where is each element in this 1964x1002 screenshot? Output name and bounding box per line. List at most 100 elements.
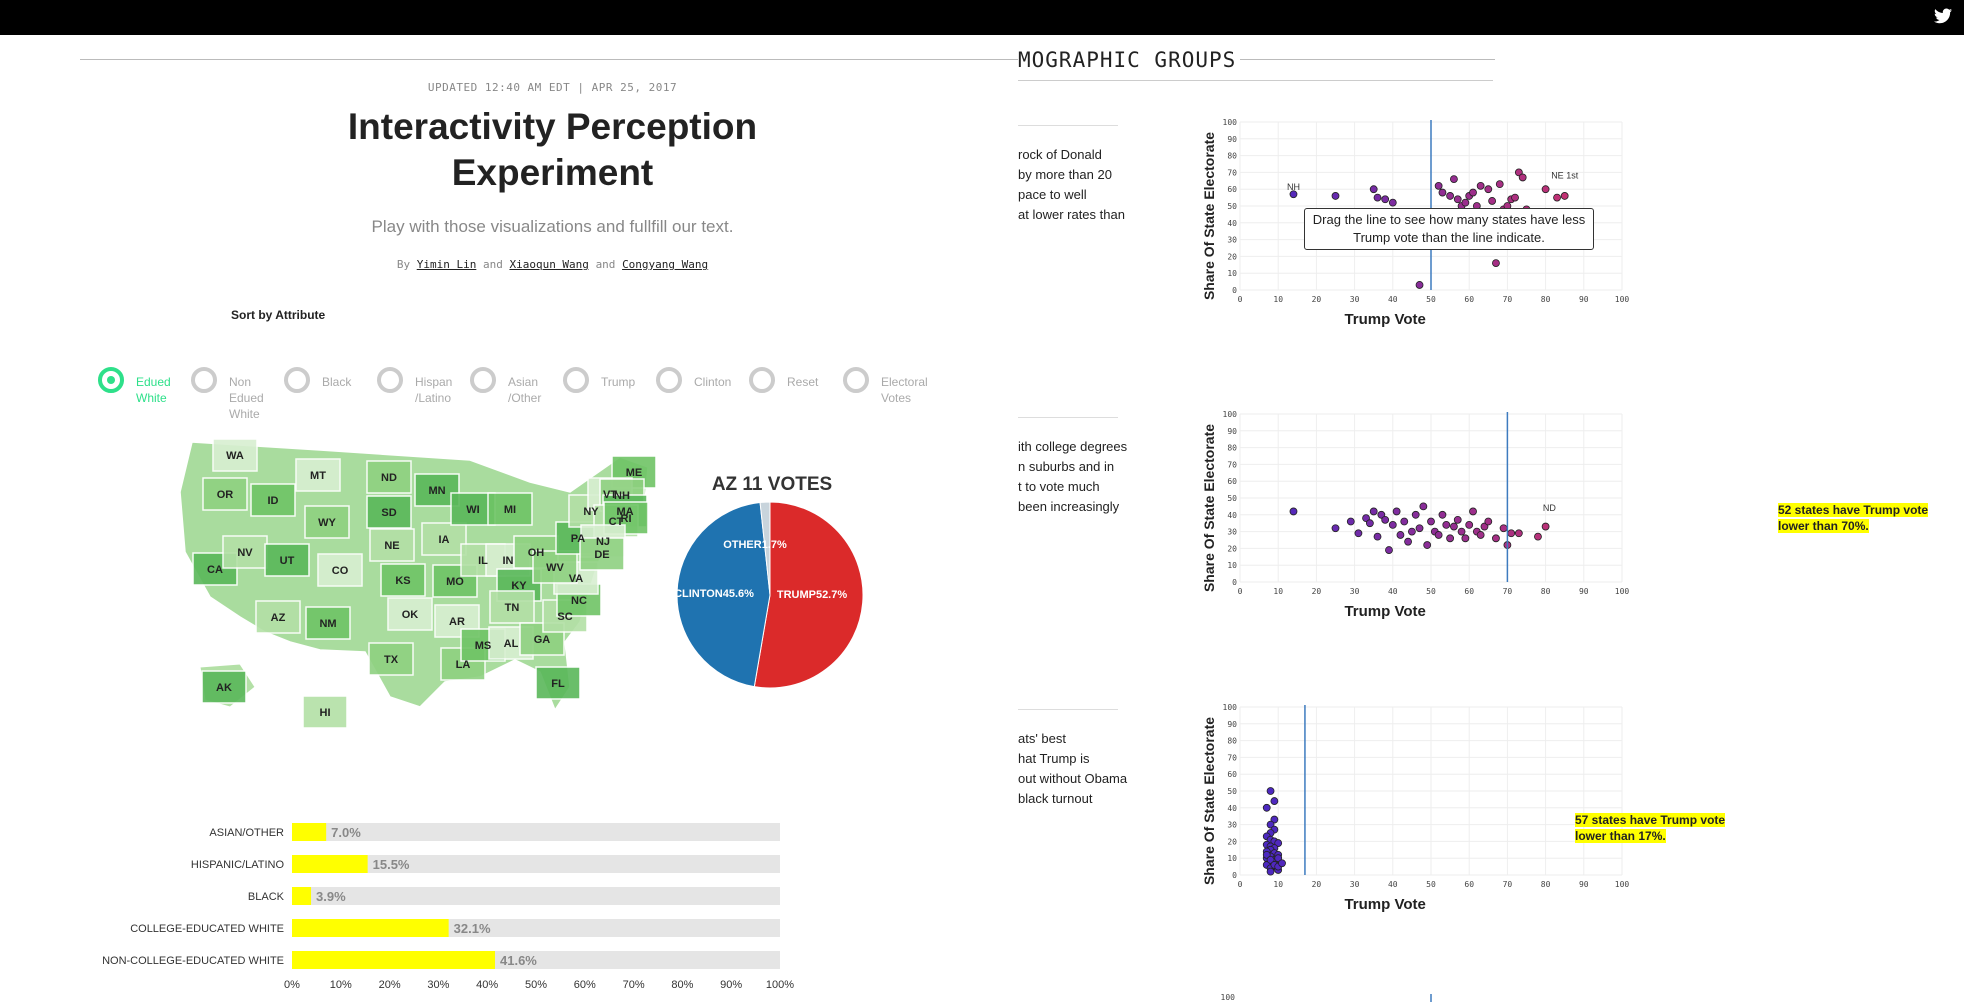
scatter-point[interactable] (1331, 192, 1340, 200)
scatter-point[interactable] (1514, 529, 1523, 538)
scatter-point[interactable] (1461, 198, 1470, 207)
scatter-point[interactable] (1488, 197, 1497, 205)
radio-circle[interactable] (656, 367, 682, 393)
scatter-point[interactable] (1453, 195, 1462, 204)
map-state-ok[interactable] (387, 597, 433, 631)
scatter-point[interactable] (1411, 510, 1420, 519)
map-state-ut[interactable] (264, 543, 310, 577)
bar[interactable] (292, 919, 449, 937)
scatter-point[interactable] (1499, 524, 1508, 533)
map-state-de[interactable] (579, 537, 625, 571)
map-state-ks[interactable] (380, 563, 426, 597)
scatter-point[interactable] (1262, 803, 1271, 812)
scatter-point[interactable] (1388, 198, 1397, 207)
scatter-point[interactable] (1469, 188, 1477, 197)
radio-circle[interactable] (563, 367, 589, 393)
scatter-point[interactable] (1400, 517, 1409, 526)
scatter-point[interactable] (1553, 193, 1561, 202)
scatter-point[interactable] (1484, 185, 1493, 194)
scatter-point[interactable] (1354, 529, 1363, 538)
scatter-point[interactable] (1381, 195, 1390, 204)
map-state-co[interactable] (317, 553, 363, 587)
map-state-ia[interactable] (421, 522, 467, 556)
map-state-ak[interactable] (201, 670, 247, 704)
scatter-point[interactable] (1278, 859, 1286, 868)
scatter-point[interactable] (1289, 190, 1298, 199)
author-link[interactable]: Congyang Wang (622, 258, 709, 271)
map-state-mt[interactable] (295, 458, 341, 492)
map-state-nm[interactable] (305, 606, 351, 640)
map-state-id[interactable] (250, 483, 296, 517)
scatter-point[interactable] (1369, 507, 1378, 516)
scatter-point[interactable] (1346, 517, 1355, 526)
scatter-point[interactable] (1461, 534, 1470, 543)
radio-circle[interactable] (377, 367, 403, 393)
pie-slice-clinton[interactable] (676, 501, 771, 688)
scatter-point[interactable] (1438, 510, 1447, 519)
scatter-point[interactable] (1450, 522, 1458, 531)
author-link[interactable]: Yimin Lin (416, 258, 477, 271)
pie-slice-other[interactable] (759, 501, 771, 596)
bar[interactable] (292, 855, 368, 873)
scatter-point[interactable] (1427, 517, 1435, 526)
author-link[interactable]: Xiaoqun Wang (509, 258, 589, 271)
scatter-point[interactable] (1331, 524, 1340, 533)
map-state-wv[interactable] (532, 550, 578, 584)
scatter-point[interactable] (1266, 867, 1275, 876)
scatter-point[interactable] (1415, 281, 1424, 289)
radio-circle[interactable] (470, 367, 496, 393)
pie-slice-trump[interactable] (753, 501, 864, 689)
scatter-point[interactable] (1495, 180, 1504, 189)
scatter-point[interactable] (1450, 175, 1458, 184)
scatter-point[interactable] (1492, 259, 1500, 268)
scatter-point[interactable] (1518, 173, 1527, 182)
scatter-point[interactable] (1465, 520, 1474, 529)
map-state-sd[interactable] (366, 495, 412, 529)
scatter-point[interactable] (1423, 541, 1432, 549)
scatter-point[interactable] (1469, 507, 1477, 516)
scatter-point[interactable] (1388, 520, 1397, 529)
scatter-point[interactable] (1534, 532, 1542, 541)
scatter-point[interactable] (1369, 185, 1378, 194)
map-state-ne[interactable] (369, 528, 415, 562)
scatter-point[interactable] (1270, 797, 1279, 805)
map-state-fl[interactable] (535, 666, 581, 700)
scatter-point[interactable] (1407, 527, 1416, 536)
scatter-point[interactable] (1446, 192, 1455, 200)
scatter-point[interactable] (1541, 522, 1550, 531)
scatter-point[interactable] (1507, 529, 1516, 538)
radio-circle[interactable] (749, 367, 775, 393)
map-state-tx[interactable] (368, 642, 414, 676)
bar[interactable] (292, 887, 312, 905)
map-state-tn[interactable] (489, 590, 535, 624)
scatter-point[interactable] (1396, 531, 1405, 539)
radio-circle[interactable] (98, 367, 124, 393)
scatter-point[interactable] (1404, 537, 1412, 546)
map-state-wa[interactable] (212, 438, 258, 472)
scatter-point[interactable] (1434, 181, 1443, 190)
scatter-point[interactable] (1453, 515, 1462, 524)
scatter-point[interactable] (1365, 519, 1374, 528)
radio-circle[interactable] (284, 367, 310, 393)
map-state-or[interactable] (202, 477, 248, 511)
scatter-point[interactable] (1392, 507, 1401, 516)
map-state-az[interactable] (255, 600, 301, 634)
scatter-point[interactable] (1289, 507, 1298, 516)
radio-circle[interactable] (191, 367, 217, 393)
map-state-mi[interactable] (487, 492, 533, 526)
scatter-point[interactable] (1560, 192, 1569, 200)
scatter-point[interactable] (1511, 193, 1519, 202)
scatter-point[interactable] (1476, 181, 1485, 190)
scatter-point[interactable] (1446, 534, 1455, 543)
scatter-point[interactable] (1492, 534, 1500, 543)
scatter-point[interactable] (1266, 787, 1275, 795)
scatter-point[interactable] (1457, 527, 1466, 536)
scatter-point[interactable] (1434, 531, 1443, 539)
scatter-point[interactable] (1476, 531, 1485, 539)
map-state-wy[interactable] (304, 505, 350, 539)
scatter-point[interactable] (1373, 532, 1382, 541)
radio-circle[interactable] (843, 367, 869, 393)
map-state-hi[interactable] (302, 695, 348, 729)
scatter-point[interactable] (1419, 502, 1428, 511)
scatter-point[interactable] (1381, 515, 1390, 524)
